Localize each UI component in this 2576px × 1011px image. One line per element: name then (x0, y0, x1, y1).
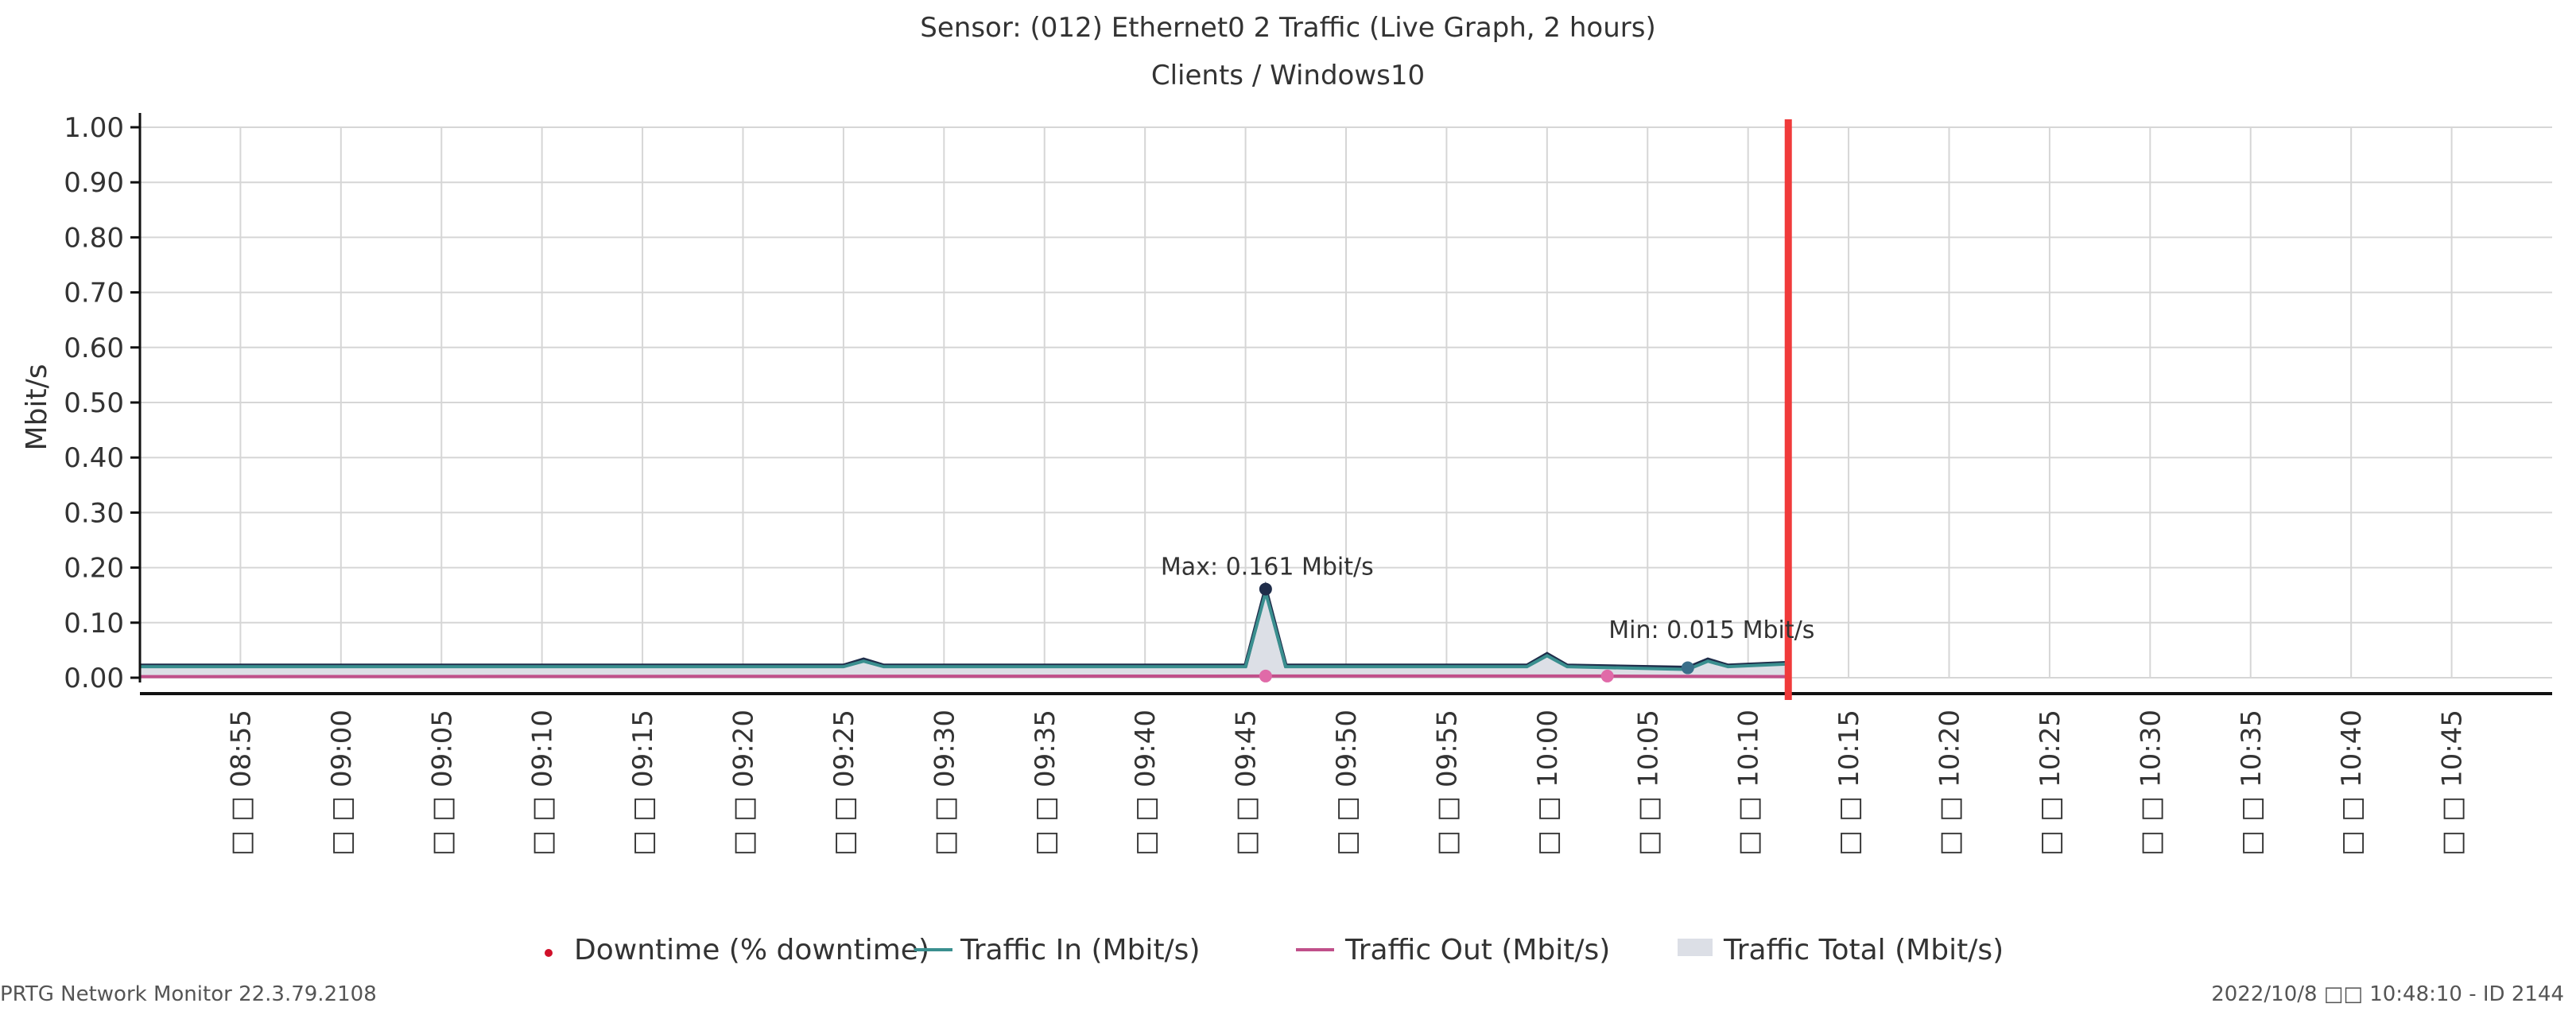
y-tick-label: 0.20 (64, 553, 124, 585)
legend-label: Downtime (% downtime) (574, 934, 929, 966)
y-tick-label: 0.90 (64, 167, 124, 199)
data-markers (1259, 582, 1694, 682)
y-tick-label: 0.30 (64, 497, 124, 529)
y-tick-labels: 1.00 0.90 0.80 0.70 0.60 0.50 0.40 0.30 0.20 0.10… (64, 112, 124, 694)
legend-label: Traffic Total (Mbit/s) (1723, 934, 2004, 966)
x-tick-label: □ □ 09:30 (929, 710, 960, 856)
x-tick-label: □ □ 10:30 (2135, 710, 2167, 856)
x-tick-label: □ □ 09:00 (326, 710, 358, 856)
x-tick-label: □ □ 09:20 (728, 710, 760, 856)
legend-swatch-traffic-total (1678, 939, 1713, 956)
grid-lines (140, 126, 2552, 679)
x-tick-label: □ □ 10:20 (1934, 710, 1966, 856)
x-tick-label: □ □ 10:40 (2336, 710, 2368, 856)
x-tick-label: □ □ 10:35 (2236, 710, 2268, 856)
series-line-traffic-in (140, 586, 1789, 671)
x-tick-label: □ □ 09:35 (1030, 710, 1061, 856)
traffic-out-marker (1600, 669, 1614, 682)
series-line-traffic-total (140, 581, 1789, 671)
footer-right: 2022/10/8 □□ 10:48:10 - ID 2144 (2211, 982, 2564, 1006)
x-tick-label: □ □ 09:40 (1130, 710, 1162, 856)
x-tick-label: □ □ 10:15 (1833, 710, 1865, 856)
x-tick-label: □ □ 09:15 (627, 710, 659, 856)
y-tick-label: 0.80 (64, 222, 124, 254)
y-tick-label: 0.40 (64, 442, 124, 474)
series-line-traffic-out (139, 674, 1789, 679)
legend-label: Traffic In (Mbit/s) (960, 934, 1200, 966)
x-tick-label: □ □ 10:10 (1733, 710, 1765, 856)
annotation-max: Max: 0.161 Mbit/s (1161, 554, 1374, 581)
annotation-min: Min: 0.015 Mbit/s (1608, 616, 1814, 644)
traffic-out-marker (1259, 669, 1272, 682)
chart-title: Sensor: (012) Ethernet0 2 Traffic (Live … (920, 12, 1655, 44)
x-tick-label: □ □ 09:05 (426, 710, 458, 856)
x-tick-label: □ □ 10:00 (1532, 710, 1564, 856)
x-tick-label: □ □ 09:45 (1231, 710, 1263, 856)
x-tick-label: □ □ 10:45 (2437, 710, 2469, 856)
x-tick-label: □ □ 09:55 (1431, 710, 1463, 856)
x-tick-labels: □ □ 08:55 □ □ 09:00 □ □ 09:05 □ □ 09:10 □ □ … (225, 710, 2468, 856)
chart-subtitle: Clients / Windows10 (1151, 60, 1425, 91)
y-tick-label: 0.60 (64, 332, 124, 364)
legend-label: Traffic Out (Mbit/s) (1344, 934, 1610, 966)
y-axis-title: Mbit/s (21, 364, 53, 451)
traffic-total-area (140, 581, 1789, 678)
series-lines (139, 586, 1789, 679)
legend-swatch-downtime (545, 949, 553, 957)
min-marker (1681, 661, 1694, 675)
x-tick-label: □ □ 09:50 (1331, 710, 1363, 856)
y-tick-label: 0.00 (64, 663, 124, 694)
x-tick-label: □ □ 08:55 (225, 710, 257, 856)
x-tick-label: □ □ 09:25 (828, 710, 860, 856)
footer-left: PRTG Network Monitor 22.3.79.2108 (0, 982, 377, 1006)
legend: Downtime (% downtime) Traffic In (Mbit/s)… (545, 934, 2004, 966)
annotations: Max: 0.161 Mbit/s Min: 0.015 Mbit/s (1161, 554, 1814, 645)
x-tick-label: □ □ 09:10 (527, 710, 559, 856)
y-tick-label: 0.10 (64, 608, 124, 640)
max-marker (1259, 582, 1272, 596)
x-tick-label: □ □ 10:05 (1632, 710, 1664, 856)
x-tick-label: □ □ 10:25 (2035, 710, 2066, 856)
y-tick-label: 1.00 (64, 112, 124, 144)
y-tick-label: 0.70 (64, 278, 124, 309)
axes (130, 113, 2552, 700)
y-tick-label: 0.50 (64, 387, 124, 419)
